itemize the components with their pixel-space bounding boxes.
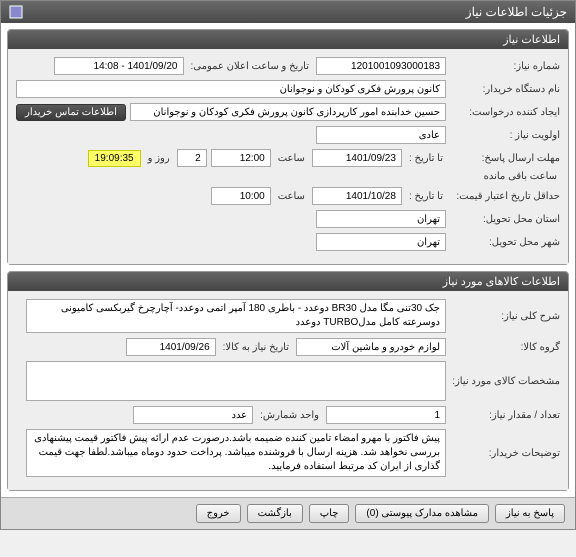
notes-label: توضیحات خریدار: xyxy=(450,448,560,459)
row-delivery-province: استان محل تحویل: تهران xyxy=(16,210,560,228)
days-remaining: 2 xyxy=(177,149,207,167)
price-valid-to-label: تا تاریخ : xyxy=(406,191,446,202)
price-valid-time: 10:00 xyxy=(211,187,271,205)
row-buyer: نام دستگاه خریدار: کانون پرورش فکری کودک… xyxy=(16,80,560,98)
qty-label: تعداد / مقدار نیاز: xyxy=(450,410,560,421)
row-delivery-city: شهر محل تحویل: تهران xyxy=(16,233,560,251)
deadline-date: 1401/09/23 xyxy=(312,149,402,167)
need-date-label: تاریخ نیاز به کالا: xyxy=(220,342,292,353)
price-valid-label: حداقل تاریخ اعتبار قیمت: xyxy=(450,191,560,202)
row-priority: اولویت نیاز : عادی xyxy=(16,126,560,144)
row-notes: توضیحات خریدار: پیش فاکتور با مهرو امضاء… xyxy=(16,429,560,477)
priority-value: عادی xyxy=(316,126,446,144)
print-button[interactable]: چاپ xyxy=(309,504,350,523)
need-no-label: شماره نیاز: xyxy=(450,61,560,72)
price-valid-date: 1401/10/28 xyxy=(312,187,402,205)
remain-label: ساعت باقی مانده xyxy=(481,171,560,182)
spec-value xyxy=(26,361,446,401)
priority-label: اولویت نیاز : xyxy=(450,130,560,141)
contact-buyer-button[interactable]: اطلاعات تماس خریدار xyxy=(16,104,126,121)
row-price-validity: حداقل تاریخ اعتبار قیمت: تا تاریخ : 1401… xyxy=(16,187,560,205)
group-value: لوازم خودرو و ماشین آلات xyxy=(296,338,446,356)
deliver-city-label: شهر محل تحویل: xyxy=(450,237,560,248)
spec-label: مشخصات کالای مورد نیاز: xyxy=(450,376,560,387)
need-no-value: 1201001093000183 xyxy=(316,57,446,75)
deliver-prov-label: استان محل تحویل: xyxy=(450,214,560,225)
deadline-time: 12:00 xyxy=(211,149,271,167)
announce-label: تاریخ و ساعت اعلان عمومی: xyxy=(188,61,313,72)
desc-value: جک 30تنی مگا مدل BR30 دوعدد - باطری 180 … xyxy=(26,299,446,333)
buyer-value: کانون پرورش فکری کودکان و نوجوانان xyxy=(16,80,446,98)
need-date-value: 1401/09/26 xyxy=(126,338,216,356)
row-creator: ایجاد کننده درخواست: حسین خدابنده امور ک… xyxy=(16,103,560,121)
need-info-body: شماره نیاز: 1201001093000183 تاریخ و ساع… xyxy=(8,49,568,264)
buyer-label: نام دستگاه خریدار: xyxy=(450,84,560,95)
need-info-panel: اطلاعات نیاز شماره نیاز: 120100109300018… xyxy=(7,29,569,265)
row-quantity: تعداد / مقدار نیاز: 1 واحد شمارش: عدد xyxy=(16,406,560,424)
row-group: گروه کالا: لوازم خودرو و ماشین آلات تاری… xyxy=(16,338,560,356)
button-row: پاسخ به نیاز مشاهده مدارک پیوستی (0) چاپ… xyxy=(1,497,575,529)
row-need-no: شماره نیاز: 1201001093000183 تاریخ و ساع… xyxy=(16,57,560,75)
window-icon xyxy=(9,5,23,19)
goods-info-header: اطلاعات کالاهای مورد نیاز xyxy=(8,272,568,291)
deadline-time-label: ساعت xyxy=(275,153,308,164)
back-button[interactable]: بازگشت xyxy=(247,504,303,523)
window-title: جزئیات اطلاعات نیاز xyxy=(466,5,567,19)
notes-value: پیش فاکتور با مهرو امضاء تامین کننده ضمی… xyxy=(26,429,446,477)
creator-label: ایجاد کننده درخواست: xyxy=(450,107,560,118)
reply-button[interactable]: پاسخ به نیاز xyxy=(495,504,565,523)
desc-label: شرح کلی نیاز: xyxy=(450,311,560,322)
group-label: گروه کالا: xyxy=(450,342,560,353)
days-label: روز و xyxy=(145,153,173,164)
deadline-to-label: تا تاریخ : xyxy=(406,153,446,164)
deliver-prov-value: تهران xyxy=(316,210,446,228)
row-spec: مشخصات کالای مورد نیاز: xyxy=(16,361,560,401)
creator-value: حسین خدابنده امور کارپردازی کانون پرورش … xyxy=(130,103,446,121)
attachments-button[interactable]: مشاهده مدارک پیوستی (0) xyxy=(355,504,489,523)
unit-label: واحد شمارش: xyxy=(257,410,322,421)
goods-info-panel: اطلاعات کالاهای مورد نیاز شرح کلی نیاز: … xyxy=(7,271,569,491)
announce-value: 1401/09/20 - 14:08 xyxy=(54,57,184,75)
main-window: جزئیات اطلاعات نیاز اطلاعات نیاز شماره ن… xyxy=(0,0,576,530)
qty-value: 1 xyxy=(326,406,446,424)
deliver-city-value: تهران xyxy=(316,233,446,251)
need-info-header: اطلاعات نیاز xyxy=(8,30,568,49)
exit-button[interactable]: خروج xyxy=(196,504,241,523)
row-deadline: مهلت ارسال پاسخ: تا تاریخ : 1401/09/23 س… xyxy=(16,149,560,182)
deadline-label: مهلت ارسال پاسخ: xyxy=(450,153,560,164)
price-valid-time-label: ساعت xyxy=(275,191,308,202)
unit-value: عدد xyxy=(133,406,253,424)
title-bar: جزئیات اطلاعات نیاز xyxy=(1,1,575,23)
countdown-timer: 19:09:35 xyxy=(88,150,141,167)
row-description: شرح کلی نیاز: جک 30تنی مگا مدل BR30 دوعد… xyxy=(16,299,560,333)
goods-info-body: شرح کلی نیاز: جک 30تنی مگا مدل BR30 دوعد… xyxy=(8,291,568,490)
